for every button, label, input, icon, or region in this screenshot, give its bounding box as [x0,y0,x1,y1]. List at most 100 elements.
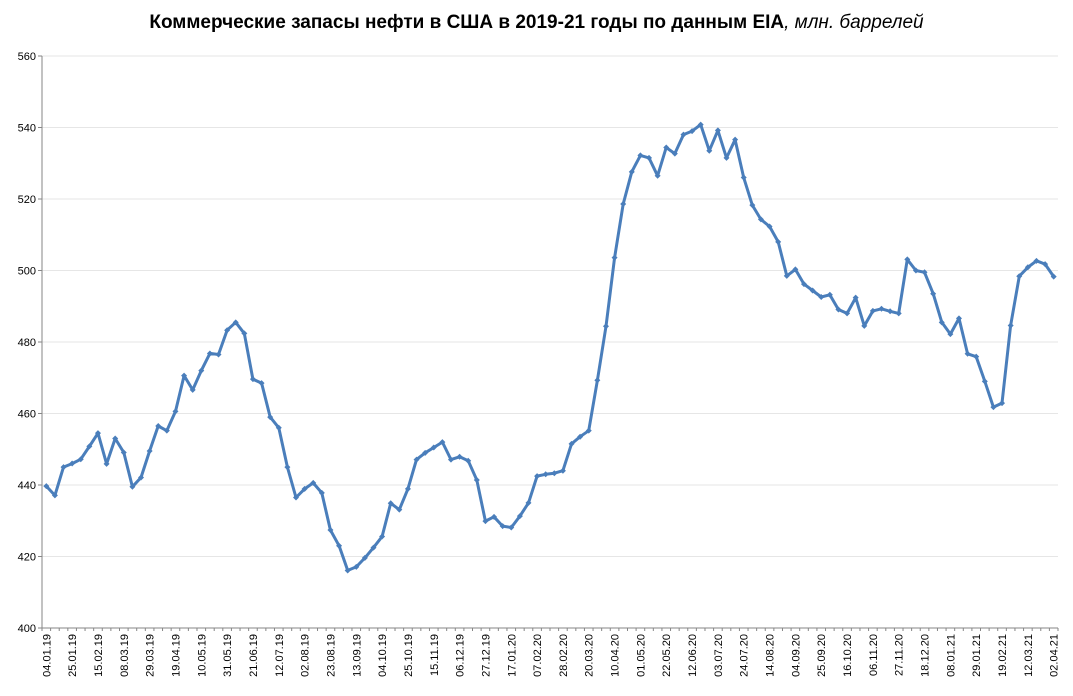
x-tick-label: 12.06.20 [687,634,699,677]
data-point [525,499,532,506]
data-point [327,527,334,534]
x-tick-label: 20.03.20 [584,634,596,677]
x-tick-label: 24.07.20 [739,634,751,677]
data-point [181,372,188,379]
data-point [396,506,403,513]
data-point [1033,257,1040,264]
x-tick-label: 25.10.19 [403,634,415,677]
x-tick-label: 10.05.19 [196,634,208,677]
data-point [499,523,506,530]
x-tick-label: 16.10.20 [842,634,854,677]
data-point [422,449,429,456]
data-point [594,377,601,384]
data-point [689,128,696,135]
data-point [163,427,170,434]
data-point [447,456,454,463]
y-tick-label: 500 [18,266,36,278]
data-point [577,433,584,440]
data-point [249,376,256,383]
data-point [740,174,747,181]
x-tick-label: 18.12.20 [920,634,932,677]
data-point [671,150,678,157]
data-point [430,444,437,451]
x-tick-label: 15.11.19 [429,634,441,676]
data-point [172,408,179,415]
data-point [792,266,799,273]
data-point [241,330,248,337]
data-point [224,327,231,334]
data-point [757,216,764,223]
x-tick-label: 27.12.19 [480,634,492,677]
data-point [1016,273,1023,280]
data-point [1042,261,1049,268]
data-point [353,563,360,570]
data-point [887,308,894,315]
data-point [413,456,420,463]
data-point [542,471,549,478]
data-point [723,154,730,161]
data-point [129,483,136,490]
x-tick-label: 04.10.19 [377,634,389,677]
y-tick-label: 400 [18,623,36,635]
data-point [568,440,575,447]
x-tick-label: 08.03.19 [119,634,131,677]
chart-title-unit: , млн. баррелей [784,12,924,33]
data-point [749,202,756,209]
data-point [775,238,782,245]
data-point [215,351,222,358]
data-point [680,131,687,138]
x-tick-label: 10.04.20 [610,634,622,677]
data-point [602,323,609,330]
data-point [189,386,196,393]
data-point [112,435,119,442]
data-point [1024,264,1031,271]
data-point [551,470,558,477]
data-point [284,464,291,471]
data-point [155,423,162,430]
data-point [491,513,498,520]
chart-title-main: Коммерческие запасы нефти в США в 2019-2… [149,12,785,33]
data-point [456,453,463,460]
data-point [77,456,84,463]
data-point [844,310,851,317]
data-point [818,293,825,300]
data-point [534,473,541,480]
data-point [387,500,394,507]
x-tick-label: 15.02.19 [93,634,105,677]
data-point [344,567,351,574]
data-point [938,319,945,326]
data-point [404,485,411,492]
x-tick-label: 19.04.19 [170,634,182,677]
x-tick-label: 28.02.20 [558,634,570,677]
data-point [955,315,962,322]
x-tick-label: 13.09.19 [351,634,363,677]
data-point [628,168,635,175]
data-point [146,448,153,455]
x-tick-label: 25.01.19 [67,634,79,677]
x-tick-label: 04.01.19 [41,634,53,677]
x-tick-label: 22.05.20 [661,634,673,677]
data-point [51,492,58,499]
y-tick-label: 420 [18,552,36,564]
data-point [301,485,308,492]
x-tick-label: 31.05.19 [222,634,234,677]
data-point [809,287,816,294]
x-tick-label: 04.09.20 [790,634,802,677]
data-point [783,272,790,279]
x-tick-label: 02.04.21 [1049,634,1061,677]
x-tick-label: 12.03.21 [1023,634,1035,677]
data-point [336,542,343,549]
x-tick-label: 29.01.21 [971,634,983,677]
data-point [258,380,265,387]
data-point [516,513,523,520]
data-point [964,350,971,357]
data-point [1050,273,1057,280]
x-tick-label: 29.03.19 [145,634,157,677]
data-point [310,479,317,486]
gridlines [42,55,1058,557]
data-point [861,322,868,329]
data-point [611,254,618,261]
data-point [318,489,325,496]
data-point [973,353,980,360]
